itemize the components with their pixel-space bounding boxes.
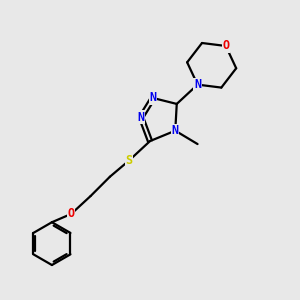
Text: O: O [68,207,75,220]
Text: N: N [137,111,145,124]
Text: N: N [194,78,201,91]
Text: O: O [222,40,230,52]
Text: S: S [126,154,133,167]
Text: N: N [149,92,157,104]
Text: N: N [172,124,179,137]
